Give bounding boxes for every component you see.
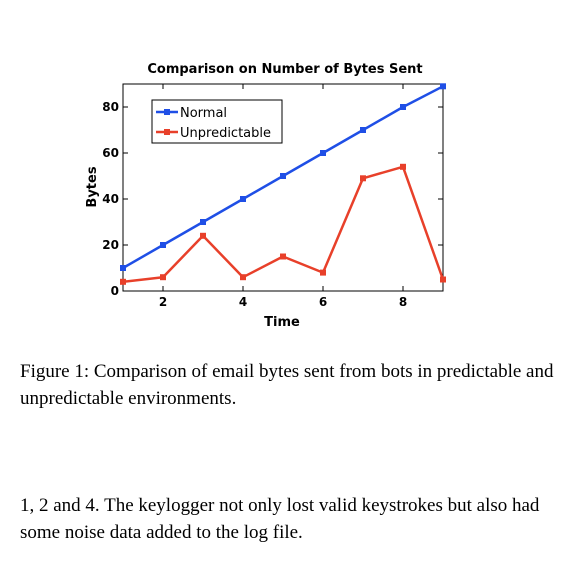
x-tick-label: 6 [319,295,327,309]
x-axis-label: Time [264,315,300,330]
data-point-normal [160,242,166,248]
data-point-unpredictable [240,274,246,281]
data-point-unpredictable [280,253,286,260]
data-point-normal [440,83,446,90]
chart-title: Comparison on Number of Bytes Sent [147,62,422,77]
data-point-unpredictable [200,232,206,239]
y-tick-label: 80 [102,100,119,114]
y-tick-label: 0 [111,284,119,298]
line-chart: Comparison on Number of Bytes Sent 2 4 6 80… [85,62,446,330]
x-tick-label: 2 [159,295,167,309]
series-line-unpredictable [122,165,445,284]
body-paragraph: 1, 2 and 4. The keylogger not only lost … [20,495,540,543]
data-point-unpredictable [400,163,406,170]
data-point-normal [360,127,366,133]
data-point-normal [400,104,406,110]
legend-marker-normal [164,109,170,115]
y-tick-label: 40 [102,192,119,206]
y-tick-label: 60 [102,146,119,160]
data-point-unpredictable [320,269,326,276]
y-tick-label: 20 [102,238,119,252]
data-point-unpredictable [160,274,166,281]
y-axis-label: Bytes [85,166,100,207]
legend-box [151,99,283,144]
data-point-unpredictable [440,276,446,283]
data-point-normal [320,150,326,156]
data-point-normal [280,173,286,179]
data-point-unpredictable [360,175,366,182]
data-point-normal [200,219,206,225]
figure-caption: Figure 1: Comparison of email bytes sent… [20,361,554,409]
data-point-unpredictable [120,278,126,285]
legend-label-unpredictable: Unpredictable [180,126,271,141]
x-tick-label: 4 [239,295,247,309]
x-tick-label: 8 [399,295,407,309]
legend-label-normal: Normal [180,106,227,121]
plot-frame [122,83,444,292]
data-point-normal [120,265,126,271]
legend-marker-unpredictable [164,129,170,135]
data-point-normal [240,196,246,202]
